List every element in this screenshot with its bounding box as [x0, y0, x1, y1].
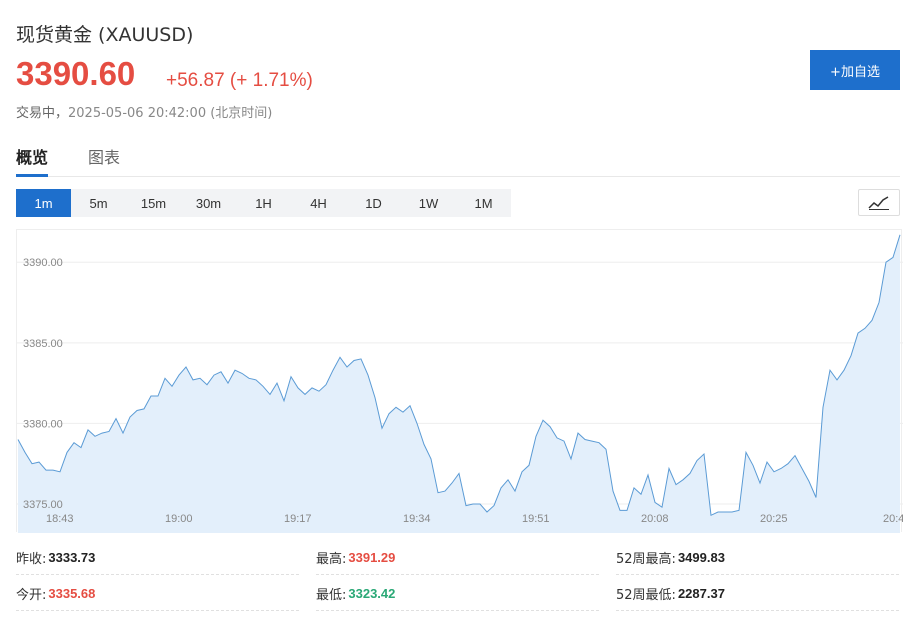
- price-chart-svg: 3390.00 3385.00 3380.00 3375.00 18:43 19:00 19…: [17, 234, 903, 533]
- stat-52w-high: 52周最高: 3499.83: [616, 540, 899, 575]
- interval-1w[interactable]: 1W: [418, 195, 439, 211]
- x-tick-label: 18:43: [46, 513, 74, 525]
- chart-type-button[interactable]: [858, 189, 900, 216]
- stat-low: 最低: 3323.42: [316, 576, 599, 611]
- interval-5m[interactable]: 5m: [89, 195, 108, 211]
- price-change: +56.87 (+ 1.71%): [166, 70, 313, 91]
- interval-4h[interactable]: 4H: [310, 195, 327, 211]
- tab-bar: 概览 图表: [16, 144, 900, 177]
- stat-value: 3391.29: [348, 549, 396, 565]
- y-tick-label: 3390.00: [23, 257, 63, 269]
- x-tick-label: 19:00: [165, 513, 193, 525]
- interval-1mo[interactable]: 1M: [474, 195, 493, 211]
- price-line: [17, 234, 901, 517]
- stat-label: 今开:: [16, 587, 47, 603]
- tab-chart[interactable]: 图表: [88, 148, 121, 167]
- stat-label: 昨收:: [16, 551, 47, 567]
- stat-high: 最高: 3391.29: [316, 540, 599, 575]
- x-tick-label: 20:08: [641, 513, 669, 525]
- instrument-title: 现货黄金 (XAUUSD): [16, 24, 194, 46]
- stat-label: 最高:: [316, 551, 347, 567]
- stat-value: 3335.68: [48, 585, 96, 601]
- stat-label: 52周最低:: [616, 587, 676, 603]
- interval-1d[interactable]: 1D: [365, 195, 382, 211]
- x-tick-label: 19:34: [403, 513, 431, 525]
- stat-prev-close: 昨收: 3333.73: [16, 540, 299, 575]
- stat-value: 3323.42: [348, 585, 396, 601]
- interval-15m[interactable]: 15m: [140, 195, 167, 211]
- stat-label: 最低:: [316, 587, 347, 603]
- interval-1m[interactable]: 1m: [16, 189, 71, 217]
- add-to-watchlist-button[interactable]: +加自选: [810, 50, 900, 90]
- stat-value: 2287.37: [677, 585, 725, 601]
- stat-52w-low: 52周最低: 2287.37: [616, 576, 899, 611]
- stat-value: 3333.73: [48, 549, 96, 565]
- price-area: [18, 234, 900, 533]
- y-tick-label: 3385.00: [23, 338, 63, 350]
- interval-selector: 1m 5m 15m 30m 1H 4H 1D 1W 1M: [16, 189, 511, 217]
- tab-overview[interactable]: 概览: [16, 144, 48, 177]
- y-tick-label: 3375.00: [23, 499, 63, 511]
- interval-30m[interactable]: 30m: [195, 195, 222, 211]
- price-chart: 3390.00 3385.00 3380.00 3375.00 18:43 19:00 19…: [16, 229, 903, 533]
- current-price: 3390.60: [16, 55, 136, 92]
- stat-value: 3499.83: [677, 549, 725, 565]
- stat-open: 今开: 3335.68: [16, 576, 299, 611]
- status-label: 交易中，: [16, 106, 69, 121]
- interval-1h[interactable]: 1H: [255, 195, 272, 211]
- x-tick-label: 20:25: [760, 513, 788, 525]
- status-time: 2025-05-06 20:42:00 (北京时间): [68, 106, 273, 121]
- trading-status: 交易中，2025-05-06 20:42:00 (北京时间): [16, 102, 272, 121]
- y-tick-label: 3380.00: [23, 418, 63, 430]
- x-tick-label: 20:4: [883, 513, 903, 525]
- x-tick-label: 19:17: [284, 513, 312, 525]
- stat-label: 52周最高:: [616, 551, 676, 567]
- line-chart-icon: [868, 195, 889, 210]
- x-tick-label: 19:51: [522, 513, 550, 525]
